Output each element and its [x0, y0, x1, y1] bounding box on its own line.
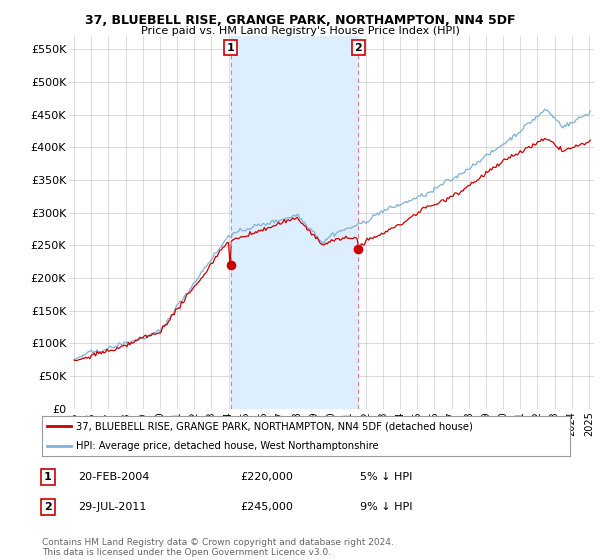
Text: Contains HM Land Registry data © Crown copyright and database right 2024.
This d: Contains HM Land Registry data © Crown c…: [42, 538, 394, 557]
Text: 2: 2: [44, 502, 52, 512]
Text: 2: 2: [355, 43, 362, 53]
Text: Price paid vs. HM Land Registry's House Price Index (HPI): Price paid vs. HM Land Registry's House …: [140, 26, 460, 36]
Text: 5% ↓ HPI: 5% ↓ HPI: [360, 472, 412, 482]
Text: 37, BLUEBELL RISE, GRANGE PARK, NORTHAMPTON, NN4 5DF (detached house): 37, BLUEBELL RISE, GRANGE PARK, NORTHAMP…: [76, 421, 473, 431]
Text: £220,000: £220,000: [240, 472, 293, 482]
Text: 20-FEB-2004: 20-FEB-2004: [78, 472, 149, 482]
Text: 1: 1: [44, 472, 52, 482]
Text: 37, BLUEBELL RISE, GRANGE PARK, NORTHAMPTON, NN4 5DF: 37, BLUEBELL RISE, GRANGE PARK, NORTHAMP…: [85, 14, 515, 27]
Text: 29-JUL-2011: 29-JUL-2011: [78, 502, 146, 512]
Text: 9% ↓ HPI: 9% ↓ HPI: [360, 502, 413, 512]
Text: £245,000: £245,000: [240, 502, 293, 512]
Text: 1: 1: [227, 43, 235, 53]
Bar: [230, 36, 358, 409]
Text: HPI: Average price, detached house, West Northamptonshire: HPI: Average price, detached house, West…: [76, 441, 379, 451]
